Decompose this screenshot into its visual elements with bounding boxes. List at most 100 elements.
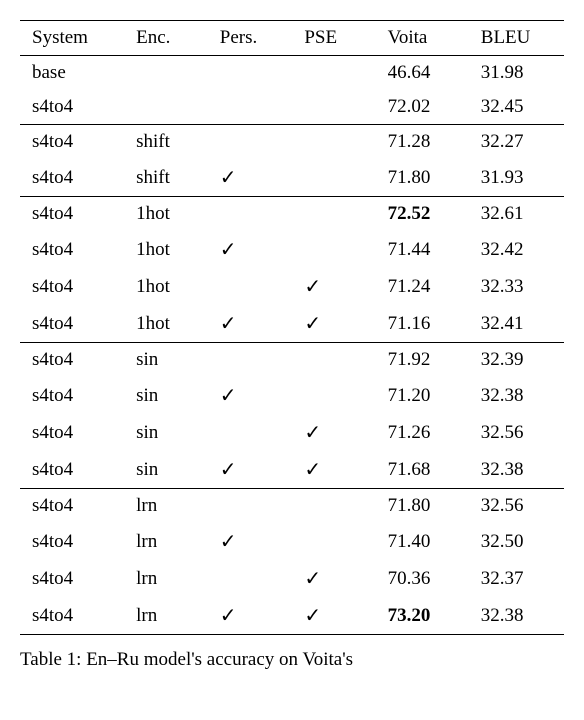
cell-enc: sin xyxy=(124,414,208,451)
cell-enc: lrn xyxy=(124,489,208,524)
table-row: s4to41hot✓✓71.1632.41 xyxy=(20,305,564,343)
cell-bleu: 32.38 xyxy=(469,451,564,489)
cell-enc: 1hot xyxy=(124,268,208,305)
cell-pers: ✓ xyxy=(208,451,293,489)
cell-voita: 73.20 xyxy=(376,597,469,635)
cell-bleu: 32.42 xyxy=(469,231,564,268)
cell-pers xyxy=(208,560,293,597)
cell-pers xyxy=(208,489,293,524)
cell-bleu: 32.38 xyxy=(469,597,564,635)
col-header-bleu: BLEU xyxy=(469,21,564,56)
cell-enc: 1hot xyxy=(124,231,208,268)
cell-pse xyxy=(292,231,375,268)
cell-voita: 71.40 xyxy=(376,523,469,560)
cell-pse xyxy=(292,90,375,125)
table-header-row: System Enc. Pers. PSE Voita BLEU xyxy=(20,21,564,56)
table-row: base 46.6431.98 xyxy=(20,56,564,91)
table-row: s4to4sin✓✓71.6832.38 xyxy=(20,451,564,489)
cell-pers: ✓ xyxy=(208,597,293,635)
cell-system: s4to4 xyxy=(20,489,124,524)
cell-bleu: 32.56 xyxy=(469,414,564,451)
cell-pse xyxy=(292,343,375,378)
cell-voita: 72.02 xyxy=(376,90,469,125)
cell-pers: ✓ xyxy=(208,231,293,268)
cell-bleu: 32.37 xyxy=(469,560,564,597)
table-row: s4to41hot72.5232.61 xyxy=(20,197,564,232)
cell-pers xyxy=(208,56,293,91)
cell-enc: shift xyxy=(124,125,208,160)
cell-voita: 71.80 xyxy=(376,489,469,524)
cell-bleu: 32.45 xyxy=(469,90,564,125)
cell-pse xyxy=(292,377,375,414)
caption-text: En–Ru model's accuracy on Voita's xyxy=(86,649,353,670)
table-body: base46.6431.98s4to472.0232.45s4to4shift7… xyxy=(20,56,564,635)
cell-pse: ✓ xyxy=(292,414,375,451)
cell-voita: 70.36 xyxy=(376,560,469,597)
cell-enc: sin xyxy=(124,451,208,489)
col-header-system: System xyxy=(20,21,124,56)
cell-enc: lrn xyxy=(124,560,208,597)
cell-enc: 1hot xyxy=(124,305,208,343)
cell-system: s4to4 xyxy=(20,343,124,378)
cell-pers xyxy=(208,197,293,232)
cell-bleu: 32.56 xyxy=(469,489,564,524)
caption-prefix: Table 1: xyxy=(20,649,81,670)
cell-pse: ✓ xyxy=(292,451,375,489)
cell-pse: ✓ xyxy=(292,268,375,305)
cell-system: s4to4 xyxy=(20,597,124,635)
table-row: s4to41hot✓71.4432.42 xyxy=(20,231,564,268)
cell-bleu: 32.27 xyxy=(469,125,564,160)
cell-system: s4to4 xyxy=(20,90,124,125)
results-table: System Enc. Pers. PSE Voita BLEU base 46.… xyxy=(20,20,564,635)
cell-pers xyxy=(208,90,293,125)
cell-system: s4to4 xyxy=(20,414,124,451)
cell-system: s4to4 xyxy=(20,197,124,232)
col-header-pse: PSE xyxy=(292,21,375,56)
cell-system: s4to4 xyxy=(20,523,124,560)
cell-system: s4to4 xyxy=(20,377,124,414)
cell-voita: 71.26 xyxy=(376,414,469,451)
cell-pse xyxy=(292,489,375,524)
table-row: s4to4sin✓71.2032.38 xyxy=(20,377,564,414)
cell-system: s4to4 xyxy=(20,451,124,489)
cell-pse: ✓ xyxy=(292,560,375,597)
cell-voita: 71.16 xyxy=(376,305,469,343)
cell-system: s4to4 xyxy=(20,159,124,197)
cell-voita: 71.24 xyxy=(376,268,469,305)
cell-system: s4to4 xyxy=(20,231,124,268)
col-header-pers: Pers. xyxy=(208,21,293,56)
cell-pse xyxy=(292,125,375,160)
cell-pse xyxy=(292,197,375,232)
cell-bleu: 31.98 xyxy=(469,56,564,91)
table-row: s4to4shift✓71.8031.93 xyxy=(20,159,564,197)
cell-pse xyxy=(292,56,375,91)
cell-bleu: 32.61 xyxy=(469,197,564,232)
cell-enc xyxy=(124,56,208,91)
cell-system: s4to4 xyxy=(20,268,124,305)
cell-voita: 72.52 xyxy=(376,197,469,232)
cell-enc: shift xyxy=(124,159,208,197)
cell-bleu: 32.50 xyxy=(469,523,564,560)
cell-system: s4to4 xyxy=(20,305,124,343)
table-caption: Table 1: En–Ru model's accuracy on Voita… xyxy=(20,649,564,671)
table-row: s4to4lrn✓71.4032.50 xyxy=(20,523,564,560)
cell-bleu: 31.93 xyxy=(469,159,564,197)
cell-enc: sin xyxy=(124,377,208,414)
cell-pse xyxy=(292,523,375,560)
cell-pers: ✓ xyxy=(208,159,293,197)
cell-voita: 71.68 xyxy=(376,451,469,489)
cell-enc xyxy=(124,90,208,125)
cell-pse: ✓ xyxy=(292,305,375,343)
table-row: s4to4sin ✓71.2632.56 xyxy=(20,414,564,451)
table-row: s4to4lrn✓✓73.2032.38 xyxy=(20,597,564,635)
table-row: s4to4lrn✓70.3632.37 xyxy=(20,560,564,597)
cell-system: base xyxy=(20,56,124,91)
col-header-voita: Voita xyxy=(376,21,469,56)
table-row: s4to4sin71.9232.39 xyxy=(20,343,564,378)
table-row: s4to4lrn 71.8032.56 xyxy=(20,489,564,524)
cell-pers: ✓ xyxy=(208,523,293,560)
cell-pers xyxy=(208,125,293,160)
cell-bleu: 32.41 xyxy=(469,305,564,343)
table-row: s4to4 72.0232.45 xyxy=(20,90,564,125)
cell-voita: 46.64 xyxy=(376,56,469,91)
